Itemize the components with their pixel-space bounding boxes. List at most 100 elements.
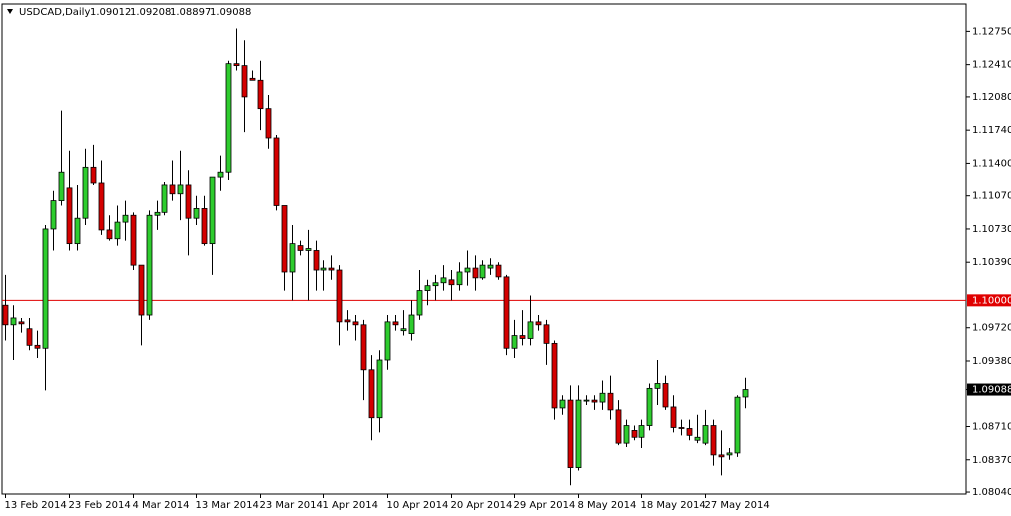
- candle-body: [432, 282, 439, 287]
- y-tick-label: 1.11400: [972, 158, 1011, 169]
- candle-body: [599, 392, 606, 403]
- candle-body: [623, 425, 630, 444]
- header-open: 1.09012: [90, 7, 131, 18]
- candle-body: [440, 277, 447, 284]
- x-tick-label: 23 Feb 2014: [69, 500, 131, 511]
- candle-body: [82, 166, 89, 219]
- candle-body: [10, 317, 17, 326]
- x-tick-label: 23 Mar 2014: [260, 500, 323, 511]
- candle-body: [591, 399, 598, 403]
- candle-body: [281, 205, 288, 273]
- candle-body: [114, 221, 121, 240]
- candle-body: [241, 65, 248, 98]
- x-tick-label: 29 Apr 2014: [514, 500, 576, 511]
- header-close: 1.09088: [210, 7, 251, 18]
- candle-body: [305, 248, 312, 251]
- candle-body: [122, 214, 129, 223]
- x-tick-label: 8 May 2014: [578, 500, 637, 511]
- candle-body: [654, 383, 661, 389]
- candle-body: [726, 452, 733, 456]
- header-high: 1.09208: [130, 7, 171, 18]
- candle-body: [352, 321, 359, 326]
- candle-body: [185, 184, 192, 219]
- candle-body: [66, 187, 73, 245]
- current-price-label: 1.09088: [972, 385, 1011, 396]
- candle-body: [694, 436, 701, 441]
- candle-body: [98, 182, 105, 231]
- candle-body: [416, 290, 423, 316]
- y-tick-label: 1.10730: [972, 224, 1011, 235]
- candle-body: [257, 79, 264, 110]
- candle-body: [50, 200, 57, 230]
- candle-body: [543, 324, 550, 344]
- y-tick-label: 1.12750: [972, 26, 1011, 37]
- x-tick-label: 13 Mar 2014: [196, 500, 259, 511]
- y-tick-label: 1.11740: [972, 125, 1011, 136]
- candle-body: [559, 399, 566, 409]
- candle-body: [551, 342, 558, 409]
- current-price-bg: [967, 383, 1011, 396]
- candle-body: [479, 264, 486, 279]
- candle-body: [130, 214, 137, 266]
- plot-frame: [1, 3, 967, 495]
- header-low: 1.08897: [170, 7, 211, 18]
- menu-triangle: [7, 9, 13, 14]
- candle-body: [384, 321, 391, 361]
- candle-body: [154, 211, 161, 216]
- candle-body: [448, 279, 455, 286]
- y-tick-label: 1.12410: [972, 60, 1011, 71]
- candle-body: [575, 399, 582, 468]
- candle-body: [217, 171, 224, 178]
- candle-body: [527, 321, 534, 339]
- candle-body: [686, 428, 693, 436]
- candle-body: [289, 243, 296, 273]
- candle-body: [273, 137, 280, 206]
- candle-body: [519, 335, 526, 339]
- candle-body: [58, 171, 65, 201]
- x-tick-label: 1 Apr 2014: [323, 500, 378, 511]
- candle-body: [670, 406, 677, 428]
- candle-body: [408, 314, 415, 335]
- candle-body: [678, 427, 685, 429]
- y-tick-label: 1.08710: [972, 422, 1011, 433]
- candle-body: [26, 328, 33, 346]
- candle-body: [90, 166, 97, 184]
- candle-body: [615, 409, 622, 444]
- x-tick-label: 10 Apr 2014: [387, 500, 449, 511]
- candle-body: [146, 214, 153, 316]
- candle-body: [495, 264, 502, 278]
- candle-body: [74, 217, 81, 245]
- y-tick-label: 1.10390: [972, 257, 1011, 268]
- candle-body: [193, 208, 200, 219]
- candle-body: [400, 328, 407, 332]
- candle-body: [662, 383, 669, 408]
- candle-body: [18, 321, 25, 325]
- candle-body: [718, 454, 725, 458]
- x-tick-label: 13 Feb 2014: [5, 500, 67, 511]
- candle-body: [201, 208, 208, 245]
- candle-body: [607, 392, 614, 411]
- candle-body: [424, 285, 431, 291]
- candle-body: [249, 77, 256, 81]
- y-tick-label: 1.11070: [972, 191, 1011, 202]
- candle-body: [233, 63, 240, 67]
- candle-body: [138, 264, 145, 316]
- candle-body: [456, 271, 463, 286]
- candle-body: [487, 264, 494, 269]
- x-tick-label: 4 Mar 2014: [133, 500, 190, 511]
- y-tick-label: 1.08040: [972, 487, 1011, 498]
- candle-body: [710, 425, 717, 456]
- candle-body: [225, 63, 232, 173]
- level-label-bg: [967, 294, 1011, 307]
- y-tick-label: 1.09720: [972, 323, 1011, 334]
- candle-body: [535, 321, 542, 326]
- candle-body: [360, 324, 367, 371]
- candle-body: [336, 269, 343, 323]
- candle-body: [320, 267, 327, 271]
- candle-body: [328, 267, 335, 271]
- candle-body: [106, 229, 113, 240]
- x-tick-label: 27 May 2014: [705, 500, 770, 511]
- candle-body: [742, 389, 749, 398]
- candle-body: [734, 396, 741, 454]
- candle-body: [464, 267, 471, 273]
